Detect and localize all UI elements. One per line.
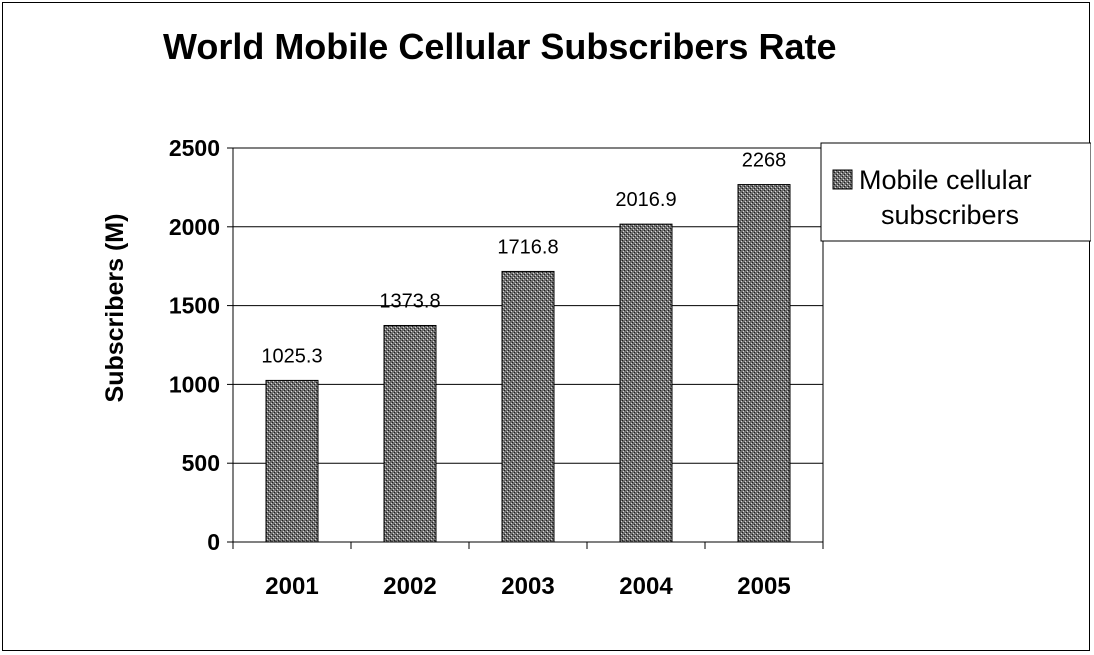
chart-title: World Mobile Cellular Subscribers Rate xyxy=(163,26,837,67)
plot-area: 0 500 1000 1500 2000 2500 1025.3 2001 1373.8 2002… xyxy=(169,135,824,600)
legend-swatch xyxy=(832,169,853,190)
y-tick-label-2500: 2500 xyxy=(169,135,220,161)
bar-2003 xyxy=(501,270,555,543)
y-tick-label-1000: 1000 xyxy=(169,371,220,397)
bar-2001 xyxy=(265,379,319,543)
bar-2002 xyxy=(383,324,437,543)
legend-label-line-2: subscribers xyxy=(881,200,1019,230)
y-tick-label-0: 0 xyxy=(207,529,220,555)
bar-chart: World Mobile Cellular Subscribers Rate S… xyxy=(101,26,1091,600)
x-tick-label-2005: 2005 xyxy=(737,573,790,600)
x-tick-label-2001: 2001 xyxy=(265,573,318,600)
legend-label-line-1: Mobile cellular xyxy=(859,165,1032,195)
data-label-2004: 2016.9 xyxy=(615,189,676,211)
legend-box xyxy=(820,142,1091,242)
x-tick-label-2003: 2003 xyxy=(501,573,554,600)
data-label-2002: 1373.8 xyxy=(379,290,440,312)
bar-2004 xyxy=(619,223,673,543)
y-tick-label-1500: 1500 xyxy=(169,293,220,319)
x-tick-label-2002: 2002 xyxy=(383,573,436,600)
y-tick-label-2000: 2000 xyxy=(169,214,220,240)
y-axis-label: Subscribers (M) xyxy=(101,214,129,403)
y-tick-label-500: 500 xyxy=(182,450,220,476)
data-label-2001: 1025.3 xyxy=(261,345,322,367)
data-label-2003: 1716.8 xyxy=(497,236,558,258)
x-tick-label-2004: 2004 xyxy=(619,573,673,600)
data-label-2005: 2268 xyxy=(742,150,787,172)
legend: Mobile cellular subscribers xyxy=(820,142,1091,242)
bar-2005 xyxy=(737,184,791,543)
